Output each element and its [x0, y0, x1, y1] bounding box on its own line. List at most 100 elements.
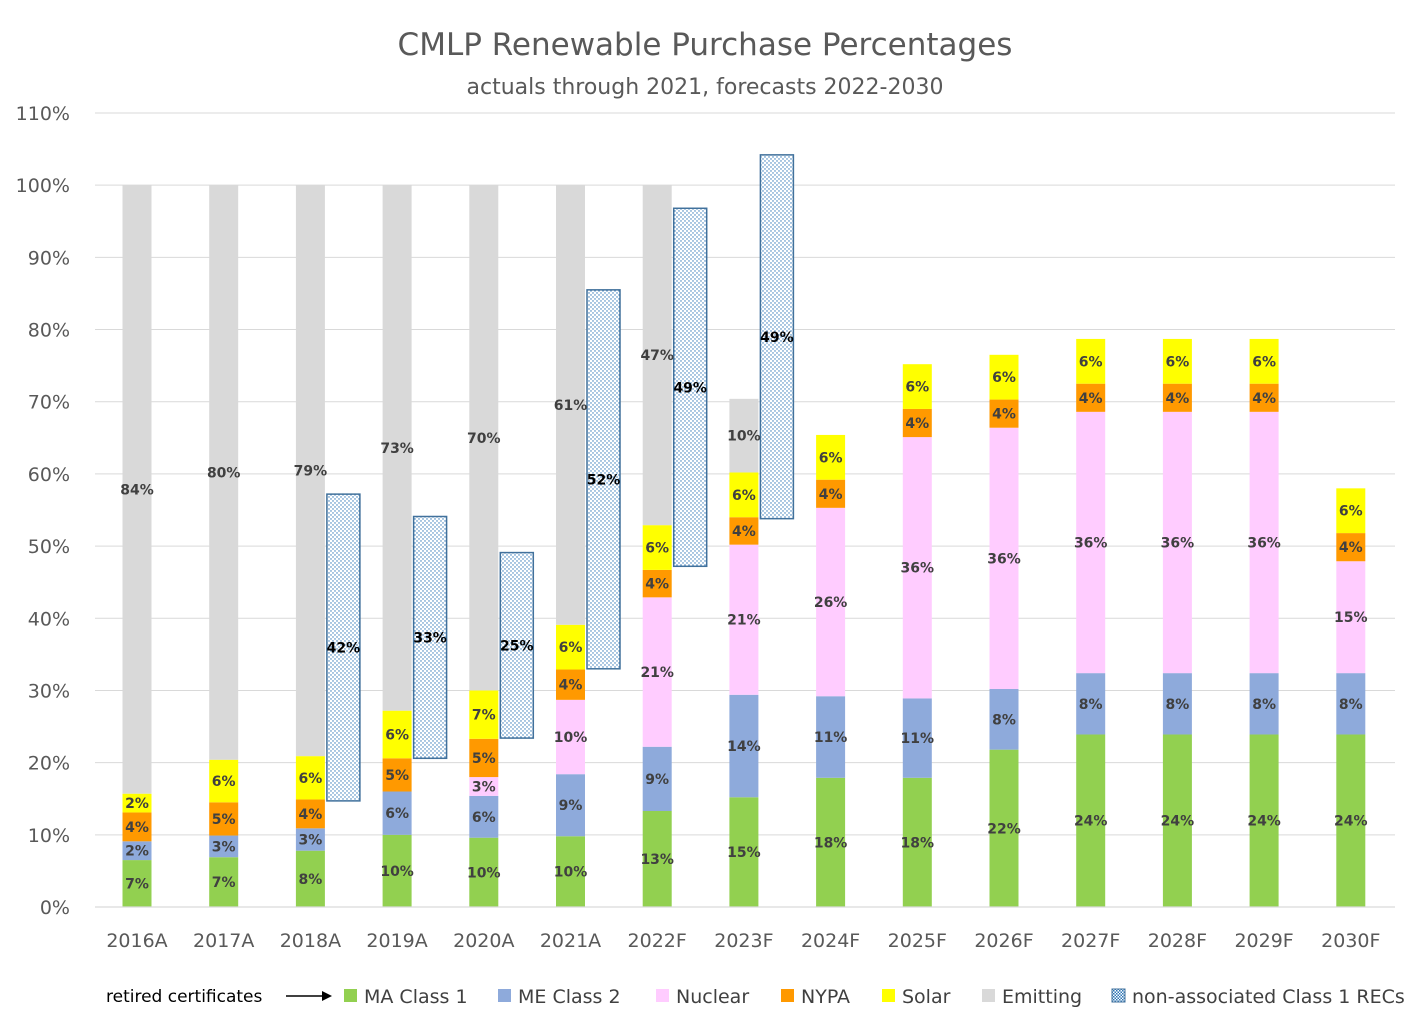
data-label: 7% — [472, 708, 496, 724]
y-tick-label: 70% — [28, 392, 70, 414]
data-label: 11% — [814, 730, 848, 746]
legend-swatch — [498, 989, 511, 1002]
stacked-bars — [122, 185, 1366, 907]
rec-box — [412, 515, 448, 760]
bar-segment — [1336, 533, 1366, 562]
bar-segment — [1336, 488, 1366, 534]
rec-label: 52% — [587, 472, 621, 488]
bar-segment — [469, 795, 499, 838]
data-label: 10% — [554, 865, 588, 881]
bar-segment — [902, 437, 932, 699]
bar-segment — [1162, 673, 1192, 735]
bar-segment — [295, 799, 325, 829]
rec-label: 49% — [673, 380, 707, 396]
bar-segment — [122, 860, 152, 907]
data-label: 4% — [1252, 391, 1276, 407]
bar-segment — [1162, 383, 1192, 412]
y-tick-label: 40% — [28, 608, 70, 630]
data-label: 73% — [380, 441, 414, 457]
bar-segment — [1076, 383, 1106, 412]
rec-box — [672, 207, 708, 568]
bar-segment — [1249, 411, 1279, 674]
bar-segment — [642, 597, 672, 747]
bar-segment — [1076, 411, 1106, 674]
data-label: 26% — [814, 595, 848, 611]
bar-segment — [729, 797, 759, 907]
bar-segment — [122, 841, 152, 861]
data-label: 14% — [727, 739, 761, 755]
bar-segment — [989, 354, 1019, 400]
legend-label: non-associated Class 1 RECs — [1132, 986, 1405, 1008]
data-label: 24% — [1247, 814, 1281, 830]
legend: retired certificates MA Class 1 ME Class 2… — [106, 986, 1405, 1008]
bar-segment — [1249, 383, 1279, 412]
bar-segment — [989, 689, 1019, 750]
bar-segment — [1162, 338, 1192, 384]
bar-segment — [122, 185, 152, 794]
bar-segment — [122, 793, 152, 813]
bar-segment — [816, 479, 846, 508]
data-label: 4% — [992, 407, 1016, 423]
data-label: 61% — [554, 398, 588, 414]
x-tick-label: 2022F — [628, 930, 687, 952]
data-label: 3% — [212, 839, 236, 855]
data-label: 7% — [125, 877, 149, 893]
data-label: 2% — [125, 796, 149, 812]
y-tick-label: 50% — [28, 536, 70, 558]
data-label: 15% — [727, 845, 761, 861]
bar-segment — [469, 185, 499, 691]
data-label: 6% — [732, 488, 756, 504]
y-tick-label: 20% — [28, 753, 70, 775]
legend-swatch — [781, 989, 794, 1002]
data-label: 36% — [1247, 535, 1281, 551]
bar-segment — [382, 185, 412, 711]
legend-arrow-head — [322, 991, 332, 1001]
bar-segment — [989, 399, 1019, 428]
data-label: 36% — [1161, 535, 1195, 551]
bar-segment — [989, 427, 1019, 690]
data-label: 4% — [125, 820, 149, 836]
bar-segment — [729, 398, 759, 473]
data-label: 6% — [385, 727, 409, 743]
bar-segment — [469, 837, 499, 907]
rec-label: 33% — [413, 630, 447, 646]
data-label: 13% — [640, 852, 674, 868]
bar-segment — [902, 364, 932, 409]
bar-segment — [816, 434, 846, 480]
bar-segment — [642, 746, 672, 811]
bar-segment — [1076, 673, 1106, 735]
data-label: 21% — [727, 613, 761, 629]
data-label: 5% — [212, 812, 236, 828]
x-tick-label: 2026F — [974, 930, 1033, 952]
data-label: 47% — [640, 348, 674, 364]
bar-segment — [556, 836, 585, 907]
x-tick-label: 2025F — [888, 930, 947, 952]
bar-segment — [1076, 338, 1106, 384]
data-label: 2% — [125, 844, 149, 860]
data-label: 6% — [1079, 354, 1103, 370]
bar-segment — [816, 507, 846, 697]
bar-segment — [556, 185, 585, 625]
y-tick-label: 90% — [28, 247, 70, 269]
data-label: 4% — [819, 487, 843, 503]
data-label: 6% — [1166, 354, 1190, 370]
data-label: 10% — [380, 864, 414, 880]
data-label: 79% — [294, 464, 328, 480]
bar-segment — [382, 791, 412, 835]
bar-segment — [1249, 673, 1279, 735]
bar-segment — [1076, 734, 1106, 907]
bar-segment — [382, 834, 412, 907]
legend-label: NYPA — [801, 986, 850, 1008]
x-tick-label: 2023F — [714, 930, 773, 952]
data-label: 80% — [207, 465, 241, 481]
data-label: 18% — [814, 835, 848, 851]
bar-segment — [902, 408, 932, 438]
data-label: 6% — [992, 370, 1016, 386]
data-label: 10% — [727, 429, 761, 445]
bar-segment — [816, 777, 846, 907]
chart-title: CMLP Renewable Purchase Percentages — [398, 27, 1013, 63]
data-label: 3% — [472, 779, 496, 795]
bar-segment — [209, 802, 239, 836]
x-tick-label: 2016A — [106, 930, 167, 952]
legend-label: MA Class 1 — [364, 986, 468, 1008]
